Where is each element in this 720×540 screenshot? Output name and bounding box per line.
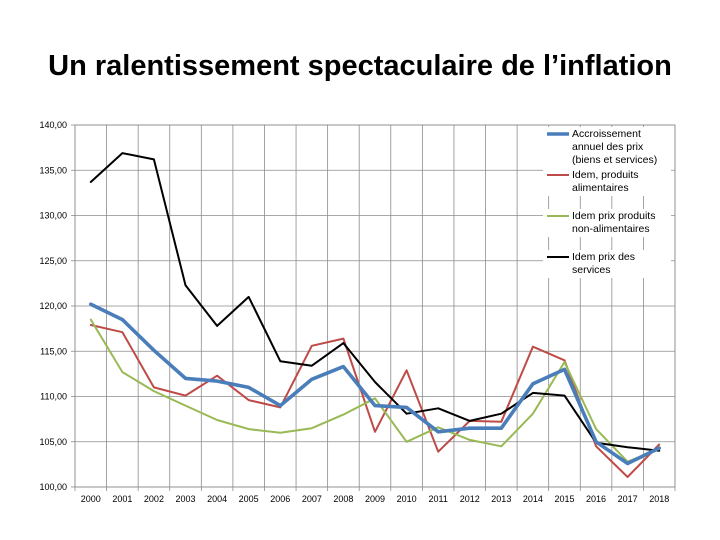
x-tick-label: 2011 (428, 494, 447, 504)
x-tick-label: 2002 (144, 494, 164, 504)
y-tick-label: 100,00 (39, 482, 67, 492)
x-tick-label: 2015 (554, 494, 574, 504)
y-tick-label: 110,00 (40, 392, 67, 402)
x-tick-label: 2001 (112, 494, 132, 504)
x-tick-label: 2017 (618, 494, 638, 504)
series-lines (89, 152, 662, 478)
y-tick-label: 125,00 (39, 256, 67, 266)
legend-label: (biens et services) (572, 154, 657, 166)
legend-label: Accroissement (572, 128, 641, 140)
x-tick-label: 2006 (270, 494, 290, 504)
legend-label: Idem, produits (572, 169, 639, 181)
x-tick-label: 2007 (302, 494, 322, 504)
series-line-4 (89, 152, 661, 452)
x-tick-label: 2010 (397, 494, 417, 504)
legend-label: annuel des prix (572, 141, 644, 153)
legend-bg-3 (543, 209, 671, 237)
legend-label: alimentaires (572, 182, 629, 194)
y-tick-label: 105,00 (39, 437, 67, 447)
x-tick-label: 2000 (81, 494, 101, 504)
x-tick-label: 2014 (523, 494, 543, 504)
legend-label: non-alimentaires (572, 223, 650, 235)
series-line-2 (89, 324, 661, 478)
legend-bg-4 (543, 250, 671, 278)
legend-label: services (572, 264, 611, 276)
y-tick-label: 115,00 (40, 346, 67, 356)
y-tick-label: 135,00 (39, 165, 67, 175)
chart-title: Un ralentissement spectaculaire de l’inf… (48, 50, 672, 82)
y-tick-label: 120,00 (39, 301, 67, 311)
x-tick-label: 2009 (365, 494, 385, 504)
x-tick-label: 2013 (491, 494, 511, 504)
legend-bg-2 (543, 168, 671, 196)
y-tick-label: 130,00 (39, 211, 67, 221)
legend-label: Idem prix produits (572, 210, 655, 222)
y-tick-label: 140,00 (39, 120, 67, 130)
x-tick-label: 2008 (333, 494, 353, 504)
series-line-1 (89, 302, 662, 466)
series-line-3 (89, 318, 661, 463)
x-tick-label: 2005 (239, 494, 259, 504)
axes: 100,00 105,00 110,00 115,00 120,00 125,00 130,… (39, 120, 676, 504)
x-tick-label: 2018 (649, 494, 669, 504)
x-tick-label: 2016 (586, 494, 606, 504)
x-tick-label: 2012 (460, 494, 480, 504)
x-tick-label: 2003 (176, 494, 196, 504)
legend-label: Idem prix des (572, 251, 635, 263)
x-tick-label: 2004 (207, 494, 227, 504)
plot-area-border (74, 124, 676, 488)
